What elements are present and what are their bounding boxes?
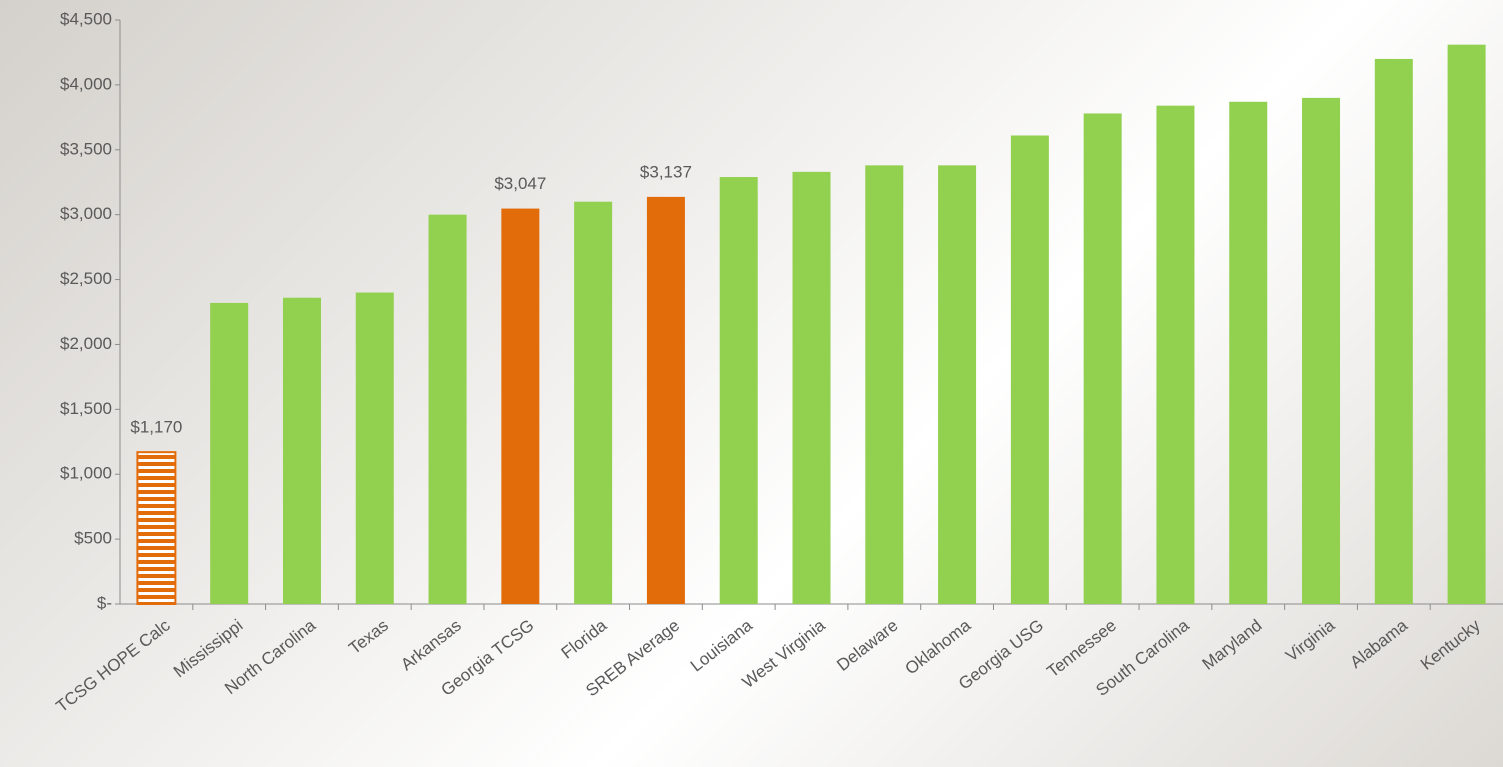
x-tick-label: Texas xyxy=(345,616,392,658)
bar xyxy=(282,297,321,604)
x-tick-label: Arkansas xyxy=(397,616,465,675)
x-tick-label: TCSG HOPE Calc xyxy=(52,615,174,716)
y-tick-label: $3,000 xyxy=(60,204,112,223)
bar xyxy=(1156,105,1195,605)
bar xyxy=(1083,113,1122,604)
y-tick-label: $1,500 xyxy=(60,399,112,418)
data-label: $3,137 xyxy=(640,162,692,181)
bar xyxy=(1229,101,1268,604)
y-tick-label: $500 xyxy=(74,529,112,548)
bar xyxy=(719,177,758,604)
bar xyxy=(865,165,904,604)
bar xyxy=(1302,97,1341,604)
x-tick-label: Virginia xyxy=(1282,615,1339,665)
bar xyxy=(501,208,540,604)
x-tick-label: Oklahoma xyxy=(902,615,975,678)
bar xyxy=(1374,58,1413,604)
y-tick-label: $3,500 xyxy=(60,139,112,158)
y-tick-label: $4,500 xyxy=(60,9,112,28)
bar xyxy=(574,201,613,604)
x-tick-label: Alabama xyxy=(1346,615,1411,672)
bar xyxy=(355,292,394,604)
x-tick-label: Florida xyxy=(558,615,611,662)
bar xyxy=(428,214,467,604)
bar xyxy=(1010,135,1049,604)
y-tick-label: $4,000 xyxy=(60,74,112,93)
bar xyxy=(210,302,249,604)
x-tick-label: Louisiana xyxy=(687,615,756,675)
y-tick-label: $2,500 xyxy=(60,269,112,288)
y-tick-label: $2,000 xyxy=(60,334,112,353)
y-tick-label: $- xyxy=(97,593,112,612)
bar xyxy=(136,451,177,605)
x-tick-label: Kentucky xyxy=(1417,615,1484,673)
bar xyxy=(792,171,831,604)
bar xyxy=(938,165,977,604)
data-label: $3,047 xyxy=(494,174,546,193)
bar xyxy=(646,196,685,604)
bar xyxy=(1447,44,1486,604)
x-tick-label: Maryland xyxy=(1199,616,1266,674)
x-tick-label: Delaware xyxy=(833,616,901,675)
data-label: $1,170 xyxy=(130,418,182,437)
y-tick-label: $1,000 xyxy=(60,464,112,483)
